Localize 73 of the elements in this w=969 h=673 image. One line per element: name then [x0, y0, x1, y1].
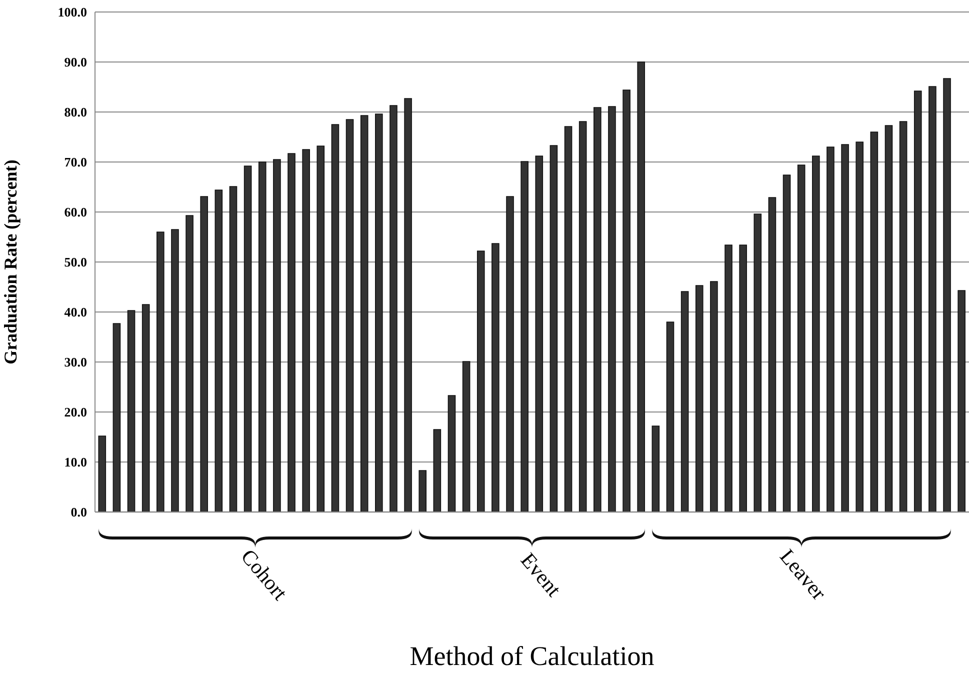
bar — [156, 232, 164, 512]
bar — [695, 285, 704, 512]
bar — [535, 156, 544, 512]
bar — [302, 149, 310, 512]
x-axis-title: Method of Calculation — [410, 641, 655, 671]
bar — [200, 196, 208, 512]
y-tick-label: 60.0 — [64, 204, 87, 220]
bar — [390, 105, 398, 512]
bar — [768, 197, 776, 512]
bar — [594, 107, 602, 512]
bar — [826, 146, 834, 512]
bar — [943, 78, 951, 512]
bar — [492, 243, 500, 512]
bar — [142, 304, 150, 512]
bar — [127, 310, 136, 512]
bar — [564, 126, 572, 512]
bar — [754, 214, 762, 512]
bar — [433, 429, 442, 512]
bar — [360, 115, 368, 512]
bar — [520, 161, 528, 512]
y-tick-label: 100.0 — [58, 4, 87, 20]
bar — [448, 395, 456, 512]
bar — [506, 196, 514, 512]
bar — [112, 323, 121, 512]
bar — [680, 291, 689, 512]
bar — [884, 125, 893, 512]
bar — [637, 62, 646, 512]
y-tick-label: 0.0 — [70, 504, 87, 520]
bar — [899, 121, 908, 512]
bar — [870, 132, 878, 512]
bar — [782, 174, 791, 512]
bar — [244, 166, 252, 512]
bar — [856, 142, 864, 512]
y-tick-label: 10.0 — [64, 454, 87, 470]
y-tick-label: 80.0 — [64, 104, 87, 120]
bar — [462, 361, 470, 512]
bar — [375, 114, 383, 512]
bar — [346, 119, 354, 512]
bar — [258, 162, 266, 512]
bar — [622, 90, 630, 512]
bar — [550, 145, 558, 512]
bar — [98, 436, 106, 512]
bar — [316, 146, 325, 512]
bar — [739, 244, 747, 512]
bar — [797, 164, 806, 512]
y-tick-label: 40.0 — [64, 304, 87, 320]
y-tick-label: 70.0 — [64, 154, 87, 170]
bar — [214, 190, 223, 512]
bar — [928, 86, 936, 512]
y-tick-label: 50.0 — [64, 254, 87, 270]
bar — [652, 426, 660, 512]
bar — [331, 124, 340, 512]
bar — [578, 121, 587, 512]
bar — [812, 156, 820, 512]
bar — [229, 186, 238, 512]
bar — [724, 244, 732, 512]
bar — [666, 322, 674, 512]
bar — [418, 470, 427, 512]
y-tick-label: 20.0 — [64, 404, 87, 420]
bar — [710, 281, 718, 512]
bar — [186, 215, 194, 512]
bar — [476, 250, 485, 512]
y-tick-label: 30.0 — [64, 354, 87, 370]
y-axis-title: Graduation Rate (percent) — [0, 160, 20, 364]
bar — [958, 290, 966, 512]
bar — [404, 98, 412, 512]
bar — [914, 90, 922, 512]
bar — [288, 153, 296, 512]
y-tick-label: 90.0 — [64, 54, 87, 70]
bar — [171, 229, 179, 512]
bar — [841, 144, 849, 512]
bar — [608, 106, 616, 512]
bar — [273, 159, 281, 512]
